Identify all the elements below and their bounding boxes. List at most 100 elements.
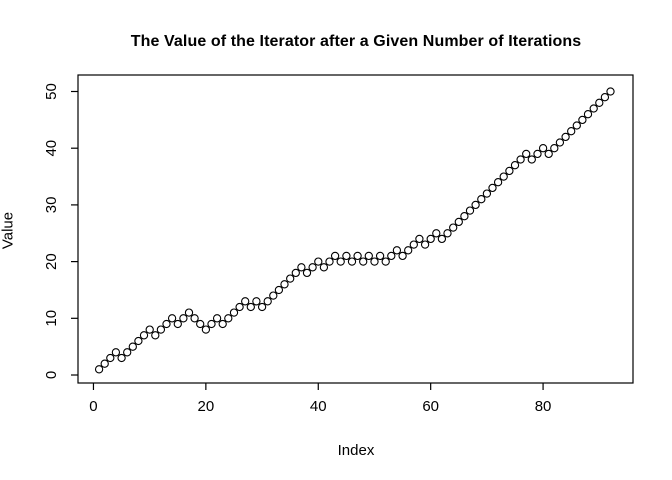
data-point (252, 297, 261, 306)
data-point (538, 144, 548, 153)
x-axis-label: Index (337, 442, 375, 459)
x-tick-label: 80 (535, 398, 552, 415)
data-point (246, 302, 255, 312)
data-point (527, 155, 536, 164)
data-point (308, 263, 317, 272)
data-point (286, 274, 295, 283)
data-point (409, 240, 418, 249)
data-point (561, 132, 570, 142)
data-point (454, 217, 463, 227)
data-point (151, 331, 160, 340)
data-point (167, 314, 177, 323)
data-point (353, 251, 362, 261)
data-point (336, 257, 345, 266)
data-point (145, 325, 154, 334)
data-point (381, 257, 390, 266)
data-point (471, 200, 480, 210)
data-point (555, 138, 565, 147)
data-point (330, 251, 340, 261)
data-point (533, 149, 542, 159)
data-point (257, 302, 267, 312)
x-tick-label: 20 (198, 398, 215, 415)
data-point (420, 240, 430, 249)
data-point (550, 144, 559, 153)
data-point (263, 297, 272, 306)
data-point (190, 314, 199, 323)
data-point (516, 155, 525, 164)
data-point (426, 234, 435, 244)
data-point (224, 314, 233, 323)
data-point (100, 359, 109, 368)
data-point (359, 257, 368, 266)
data-point (347, 257, 357, 266)
data-point (201, 325, 211, 334)
data-point (589, 104, 598, 113)
data-point (595, 98, 604, 107)
data-point (94, 365, 104, 374)
data-point (117, 353, 126, 363)
data-point (544, 149, 553, 159)
data-point (162, 319, 171, 329)
data-point (342, 251, 351, 261)
data-point (415, 234, 424, 244)
data-point (443, 229, 452, 238)
y-axis-label: Value (0, 211, 17, 250)
data-point (218, 319, 227, 329)
data-point (600, 93, 610, 102)
y-tick-label: 30 (43, 197, 60, 214)
data-point (510, 161, 520, 170)
data-point (207, 319, 216, 329)
data-point (106, 353, 115, 363)
data-point (212, 314, 222, 323)
data-point (449, 223, 458, 232)
data-point (432, 229, 441, 238)
data-point (370, 257, 379, 266)
data-point (404, 246, 413, 255)
y-tick-label: 0 (43, 371, 60, 379)
data-point (139, 331, 149, 340)
data-point (173, 319, 182, 329)
data-point (583, 110, 593, 119)
data-point (488, 183, 497, 193)
data-point (134, 336, 143, 346)
data-point (229, 308, 239, 317)
data-point (274, 285, 284, 295)
data-point (465, 206, 475, 215)
data-point (156, 325, 166, 334)
data-point (572, 121, 581, 130)
y-tick-label: 10 (43, 310, 60, 327)
data-point (297, 263, 306, 272)
x-tick-label: 40 (310, 398, 327, 415)
data-point (460, 212, 469, 221)
data-point (482, 189, 492, 198)
chart-title: The Value of the Iterator after a Given … (130, 33, 582, 50)
data-point (128, 342, 137, 351)
data-point (111, 348, 121, 357)
data-point (235, 302, 244, 312)
data-point (493, 178, 503, 187)
plot-box (77, 74, 634, 384)
data-point (522, 149, 531, 159)
x-tick-label: 60 (422, 398, 439, 415)
y-tick-label: 20 (43, 253, 60, 270)
data-point (578, 115, 587, 125)
y-tick-label: 40 (43, 140, 60, 157)
data-point (375, 251, 385, 261)
data-point (606, 87, 615, 96)
data-point (319, 263, 329, 272)
data-point (196, 319, 205, 329)
data-point (364, 251, 373, 261)
x-tick-label: 0 (89, 398, 97, 415)
data-point (269, 291, 278, 300)
data-point (325, 257, 334, 266)
data-point (280, 280, 289, 289)
data-point (302, 268, 312, 278)
data-point (437, 234, 447, 244)
data-point (392, 246, 402, 255)
data-point (398, 251, 407, 261)
data-point (184, 308, 194, 317)
data-point (567, 127, 576, 136)
data-point (291, 268, 300, 278)
